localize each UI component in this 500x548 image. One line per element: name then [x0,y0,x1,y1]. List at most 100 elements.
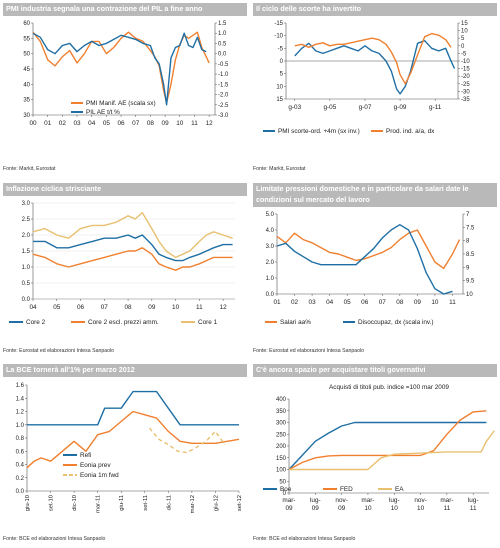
panel-title: PMI industria segnala una contrazione de… [6,4,203,13]
legend-label: FED [340,486,353,493]
x-tick-label: lug- [468,497,479,504]
legend-label: Refi [80,452,91,459]
y-tick-label-left: 2.0 [22,233,31,239]
y-tick-label-left: 200 [276,444,287,450]
x-tick-label: 06 [77,304,85,311]
y-tick-label-left: 300 [276,421,287,427]
x-tick-label: 01 [273,299,281,306]
y-tick-label-right: 5 [461,36,465,42]
y-tick-label-left: 4.0 [266,228,275,234]
y-tick-label-left: 30 [23,113,30,119]
panel-title: Inflazione ciclica strisciante [6,184,102,193]
series-line-1 [32,31,210,104]
x-tick-label: 02 [59,120,67,127]
x-tick-label: 07 [379,299,387,306]
x-tick-label: g-11 [429,104,442,111]
y-tick-label-right: 7 [466,212,470,218]
y-tick-label-right: -30 [461,89,470,95]
x-tick-label: 07 [132,120,140,127]
y-tick-label-left: 0.0 [22,297,31,303]
x-tick-label: g-05 [323,104,336,111]
panel-title: La BCE tornerà all'1% per marzo 2012 [6,365,135,374]
x-tick-label: mar- [361,497,374,504]
panel-title: C'è ancora spazio per acquistare titoli … [256,365,426,374]
y-tick-label-right: -0.5 [218,62,229,68]
y-tick-label-left: 0.2 [16,476,25,482]
series-line-3 [32,211,233,259]
y-tick-label-right: -20 [461,74,470,80]
y-tick-label-right: 0 [461,44,465,50]
legend-label: PMI scorte-ord. +4m (sx inv.) [278,128,360,135]
x-tick-label: 06 [118,120,126,127]
panel-header: Il ciclo delle scorte ha invertito [253,3,497,16]
panel-salari: Limitate pressioni domestiche e in parti… [253,183,497,361]
x-tick-label: 10 [172,304,180,311]
series-line-1 [288,421,487,470]
x-tick-label: 04 [88,120,96,127]
x-tick-label: 04 [29,304,37,311]
y-tick-label-left: 5 [280,72,284,78]
y-tick-label-right: -5 [461,51,467,57]
y-tick-label-right: -2.0 [218,93,229,99]
x-tick-label: set-12 [237,495,243,511]
panel-title: Limitate pressioni domestiche e in parti… [256,184,469,204]
x-tick-label: mar-12 [190,495,196,513]
y-tick-label-right: -25 [461,82,470,88]
y-tick-label-left: -15 [274,21,283,27]
legend-label: Core 2 escl. prezzi amm. [88,319,159,326]
panel-header: Inflazione ciclica strisciante [3,183,247,196]
series-line-1 [27,390,239,426]
x-tick-label: 09 [285,505,293,512]
x-tick-label: giu-12 [213,495,219,511]
legend-label: Eonia prev [80,462,111,469]
series-line-3 [289,430,495,471]
y-tick-label-right: 15 [461,21,468,27]
x-tick-label: 09 [312,505,320,512]
x-tick-label: giu-10 [25,495,31,511]
y-tick-label-left: 0 [283,491,287,497]
x-tick-label: g-09 [394,104,407,111]
legend-label: PIL AE t/t % [86,109,120,116]
y-tick-label-left: 1.2 [16,410,25,416]
y-tick-label-left: 0.4 [16,463,25,469]
y-tick-label-left: 5.0 [266,212,275,218]
x-tick-label: 09 [414,299,422,306]
y-tick-label-right: -1.5 [218,82,229,88]
panel-title: Il ciclo delle scorte ha invertito [256,4,362,13]
x-tick-label: 02 [291,299,299,306]
legend-label: Core 1 [198,319,218,326]
y-tick-label-left: 60 [23,21,30,27]
y-tick-label-left: 400 [276,397,287,403]
x-tick-label: 04 [326,299,334,306]
y-tick-label-right: 7.5 [466,225,475,231]
source-note: Fonte: Eurostat ed elaborazioni Intesa S… [3,348,115,354]
panel-header: La BCE tornerà all'1% per marzo 2012 [3,364,247,377]
x-tick-label: 10 [417,505,425,512]
y-tick-label-left: 0 [280,59,284,65]
series-line-1 [294,40,456,95]
y-tick-label-right: 10 [461,29,468,35]
x-tick-label: 11 [470,505,477,512]
x-tick-label: 10 [364,505,372,512]
y-tick-label-left: 50 [279,479,286,485]
panel-bce: La BCE tornerà all'1% per marzo 2012 1.6… [3,364,247,542]
y-tick-label-right: -2.5 [218,103,229,109]
y-tick-label-left: 1.4 [16,396,25,402]
panel-header: Limitate pressioni domestiche e in parti… [253,183,497,207]
y-tick-label-right: -1.0 [218,72,229,78]
x-tick-label: 09 [148,304,156,311]
y-tick-label-right: 10 [466,292,473,298]
panel-inflazione: Inflazione ciclica strisciante 3.0 2.5 2.0… [3,183,247,361]
x-tick-label: lug- [389,497,400,504]
series-line-2 [288,410,487,471]
source-note: Fonte: Markit, Eurostat [3,166,56,172]
panel-header: PMI industria segnala una contrazione de… [3,3,247,16]
series-line-2 [32,32,207,106]
source-note: Fonte: BCE ed elaborazioni Intesa Sanpao… [253,536,356,542]
x-tick-label: 10 [431,299,439,306]
y-tick-label-right: 9.5 [466,279,475,285]
x-tick-label: nov- [414,497,426,504]
y-tick-label-right: 0.5 [218,41,227,47]
x-tick-label: mar- [440,497,453,504]
